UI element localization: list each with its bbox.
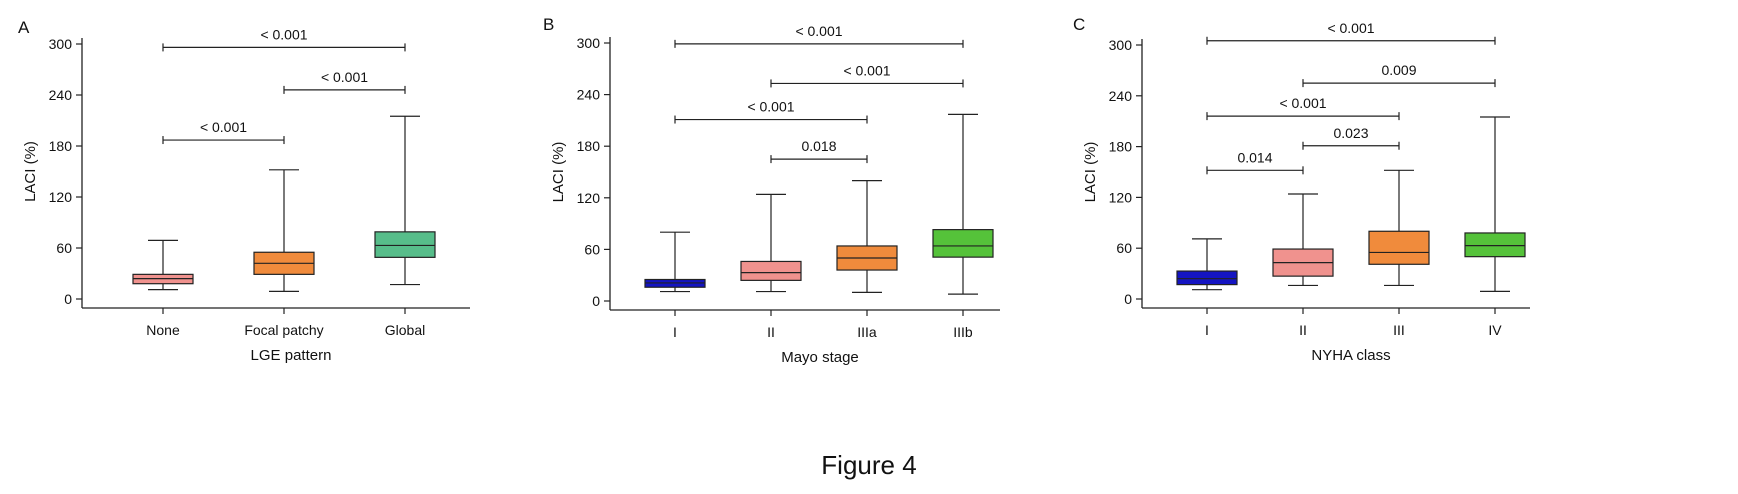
comparison-bracket: 0.014 [1206,149,1304,175]
p-value-label: < 0.001 [200,119,247,135]
comparison-bracket: < 0.001 [283,69,406,94]
box-iqr [932,229,994,258]
x-tick-label: I [1205,322,1209,338]
comparison-bracket: < 0.001 [162,26,406,52]
box-iqr [374,231,436,258]
x-tick-label: None [146,322,180,338]
y-tick-label: 0 [1124,291,1132,307]
y-tick-label: 180 [49,138,73,154]
x-tick-label: IIIb [953,324,973,340]
comparison-bracket: < 0.001 [1206,20,1496,45]
p-value-label: 0.023 [1333,125,1368,141]
p-value-label: < 0.001 [843,62,890,78]
box-iqr [1368,230,1430,265]
p-value-label: 0.009 [1381,62,1416,78]
p-value-label: 0.014 [1237,149,1272,165]
y-tick-label: 240 [49,87,73,103]
p-value-label: < 0.001 [321,69,368,85]
p-value-label: < 0.001 [1327,20,1374,36]
p-value-label: < 0.001 [1279,95,1326,111]
y-tick-label: 300 [577,35,601,51]
box-iqr [1464,232,1526,258]
y-tick-label: 0 [64,291,72,307]
y-tick-label: 300 [49,36,73,52]
panel-label: C [1073,15,1085,34]
x-axis-label: LGE pattern [251,347,332,364]
box-iqr [740,260,802,281]
y-tick-label: 0 [592,293,600,309]
figure-caption: Figure 4 [821,450,917,480]
x-tick-label: I [673,324,677,340]
panel-a: A 0 60 120 180 240 300 LACI (%) None Focal patchy… [18,18,470,364]
box-i [1176,238,1238,291]
x-axis-label: Mayo stage [781,349,859,366]
box-iiia [836,180,898,293]
y-tick-label: 180 [1109,139,1133,155]
p-value-label: < 0.001 [260,26,307,42]
y-tick-label: 120 [49,189,73,205]
box-ii [1272,193,1334,287]
x-tick-label: III [1393,322,1405,338]
comparison-bracket: 0.023 [1302,125,1400,150]
y-tick-label: 300 [1109,37,1133,53]
comparison-bracket: 0.009 [1302,62,1496,88]
p-value-label: 0.018 [801,138,836,154]
box-iqr [1176,270,1238,286]
y-axis-label: LACI (%) [22,141,39,202]
y-tick-label: 240 [1109,88,1133,104]
y-axis-label: LACI (%) [1082,142,1099,203]
p-value-label: < 0.001 [795,23,842,39]
x-tick-label: II [1299,322,1307,338]
comparison-bracket: < 0.001 [674,99,868,124]
box-iiib [932,113,994,295]
y-tick-label: 60 [1116,240,1132,256]
y-tick-label: 120 [1109,189,1133,205]
box-focal-patchy [253,169,315,292]
box-i [644,231,706,293]
box-none [132,239,194,291]
y-tick-label: 60 [56,240,72,256]
panel-label: B [543,15,554,34]
y-tick-label: 120 [577,190,601,206]
comparison-bracket: < 0.001 [162,119,285,145]
x-tick-label: II [767,324,775,340]
x-tick-label: IV [1488,322,1502,338]
box-iv [1464,116,1526,292]
comparison-bracket: < 0.001 [674,23,964,48]
x-tick-label: Focal patchy [244,322,323,338]
box-iii [1368,169,1430,287]
box-ii [740,193,802,293]
y-tick-label: 240 [577,87,601,103]
x-axis-label: NYHA class [1311,347,1390,364]
comparison-bracket: 0.018 [770,138,868,164]
y-tick-label: 60 [584,241,600,257]
y-tick-label: 180 [577,138,601,154]
comparison-bracket: < 0.001 [1206,95,1400,121]
box-global [374,115,436,286]
panel-label: A [18,18,30,37]
x-tick-label: Global [385,322,425,338]
y-axis-label: LACI (%) [550,142,567,203]
x-tick-label: IIIa [857,324,877,340]
comparison-bracket: < 0.001 [770,62,964,88]
p-value-label: < 0.001 [747,99,794,115]
